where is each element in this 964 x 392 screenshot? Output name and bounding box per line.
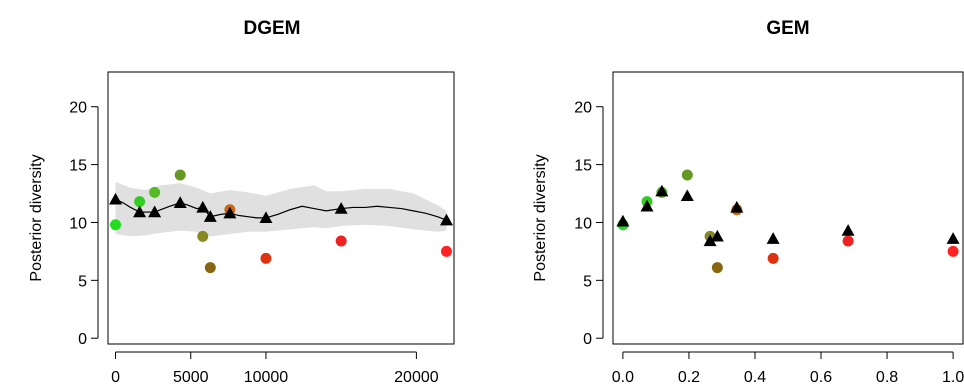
x-tick-label: 1.0	[942, 369, 964, 386]
x-tick-label: 0.6	[810, 369, 832, 386]
triangle-point	[203, 210, 217, 222]
y-tick-label: 0	[583, 331, 592, 348]
panel-dgem: DGEM Posterior diversity 0 5 10 15 20 0 5000 10…	[28, 18, 455, 386]
data-point	[110, 219, 122, 231]
data-point	[947, 245, 959, 257]
triangle-point	[710, 229, 724, 242]
x-tick-label: 0.4	[744, 369, 766, 386]
chart-title-gem: GEM	[766, 18, 809, 39]
triangle-point	[655, 184, 669, 197]
y-tick-label: 5	[78, 273, 87, 290]
plot-frame-dgem	[107, 71, 455, 345]
triangle-point	[196, 200, 210, 213]
y-tick-label: 15	[69, 158, 87, 175]
y-tick-label: 15	[574, 158, 592, 175]
y-tick-label: 10	[574, 215, 592, 232]
data-point	[134, 196, 146, 208]
data-point	[711, 262, 723, 274]
data-point	[767, 252, 779, 264]
credible-band-dgem	[115, 181, 447, 237]
x-tick-label: 0.8	[876, 369, 898, 386]
triangle-point	[616, 214, 630, 227]
triangle-point	[439, 213, 453, 226]
x-tick-label: 5000	[173, 369, 209, 386]
data-point	[174, 169, 186, 181]
ylabel-dgem: Posterior diversity	[28, 154, 45, 281]
x-tick-label: 10000	[244, 369, 289, 386]
credible-band-area	[115, 181, 447, 237]
data-point	[681, 169, 693, 181]
data-point	[204, 262, 216, 274]
triangle-point	[133, 205, 147, 218]
axis-ticks-dgem: 0 5 10 15 20 0 5000 10000 20000	[69, 100, 439, 386]
plot-frame-gem	[612, 71, 964, 345]
y-tick-label: 5	[583, 273, 592, 290]
triangle-point	[730, 200, 744, 213]
observed-points-gem	[617, 169, 959, 274]
triangle-point	[109, 192, 123, 205]
triangle-point	[148, 205, 162, 218]
triangle-point	[640, 199, 654, 212]
posterior-triangles-dgem	[109, 192, 453, 226]
data-point	[260, 252, 272, 264]
data-point	[197, 230, 209, 242]
posterior-triangles-gem	[616, 184, 960, 247]
triangle-point	[334, 202, 348, 214]
y-tick-label: 20	[574, 100, 592, 117]
estimate-line-path	[115, 198, 447, 221]
data-point	[842, 235, 854, 247]
x-tick-label: 0.0	[612, 369, 634, 386]
data-point	[335, 235, 347, 247]
triangle-point	[259, 211, 273, 224]
axis-ticks-gem: 0 5 10 15 20 0.0 0.2 0.4 0.6 0.8 1.0	[574, 100, 964, 386]
y-tick-label: 20	[69, 100, 87, 117]
triangle-point	[680, 189, 694, 202]
x-tick-label: 0.2	[678, 369, 700, 386]
triangle-point	[841, 224, 855, 236]
chart-title-dgem: DGEM	[244, 18, 301, 39]
triangle-point	[223, 206, 237, 219]
triangle-point	[766, 232, 780, 244]
data-point	[440, 245, 452, 257]
ylabel-gem: Posterior diversity	[532, 154, 549, 281]
triangle-point	[946, 232, 960, 244]
triangle-point	[703, 234, 717, 247]
panel-gem: GEM Posterior diversity 0 5 10 15 20 0.0 0.2 0.…	[532, 18, 964, 386]
x-tick-label: 0	[111, 369, 120, 386]
data-point	[149, 186, 161, 198]
x-tick-label: 20000	[394, 369, 439, 386]
estimate-line-dgem	[115, 198, 447, 221]
y-tick-label: 0	[78, 331, 87, 348]
y-tick-label: 10	[69, 215, 87, 232]
triangle-point	[173, 196, 187, 208]
